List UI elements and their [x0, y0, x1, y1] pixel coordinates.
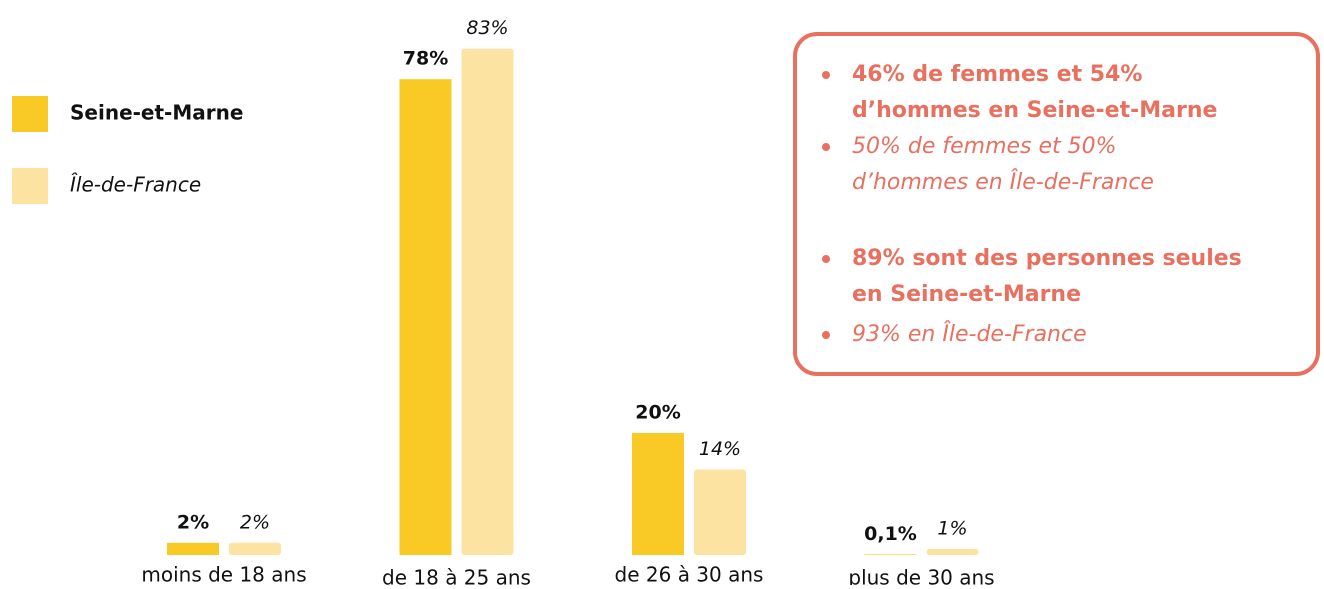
bar: [167, 542, 219, 555]
annotation-text: 89% sont des personnes seules: [852, 246, 1242, 271]
bar: [864, 554, 917, 555]
value-label: 14%: [699, 438, 741, 460]
bar: [461, 48, 514, 555]
value-label: 78%: [403, 48, 448, 70]
bar: [926, 548, 979, 555]
value-label: 83%: [466, 17, 508, 39]
bar: [632, 433, 684, 555]
annotation-text: 46% de femmes et 54%: [852, 62, 1142, 87]
annotation-text: d’hommes en Seine-et-Marne: [852, 98, 1217, 123]
bullet: [822, 331, 830, 339]
annotation-text: en Seine-et-Marne: [852, 282, 1081, 307]
legend-swatch: [12, 96, 48, 132]
annotation-box: [793, 32, 1320, 376]
value-label: 1%: [937, 517, 967, 539]
legend-label: Île-de-France: [70, 173, 201, 197]
bar: [399, 79, 452, 555]
value-label: 2%: [240, 511, 270, 533]
value-label: 2%: [177, 511, 209, 533]
bullet: [822, 143, 830, 151]
bar: [229, 542, 281, 555]
x-tick-label: plus de 30 ans: [848, 566, 994, 586]
legend-swatch: [12, 168, 48, 204]
value-label: 20%: [635, 402, 680, 424]
legend-label: Seine-et-Marne: [70, 101, 243, 125]
x-tick-label: de 26 à 30 ans: [615, 563, 764, 586]
bar: [694, 469, 746, 555]
bullet: [822, 255, 830, 263]
annotation-text: 93% en Île-de-France: [852, 321, 1087, 347]
x-tick-label: moins de 18 ans: [141, 563, 306, 586]
annotation-text: d’hommes en Île-de-France: [852, 169, 1154, 195]
bullet: [822, 71, 830, 79]
value-label: 0,1%: [864, 523, 917, 545]
annotation-text: 50% de femmes et 50%: [852, 134, 1117, 159]
x-tick-label: de 18 à 25 ans: [382, 566, 531, 586]
